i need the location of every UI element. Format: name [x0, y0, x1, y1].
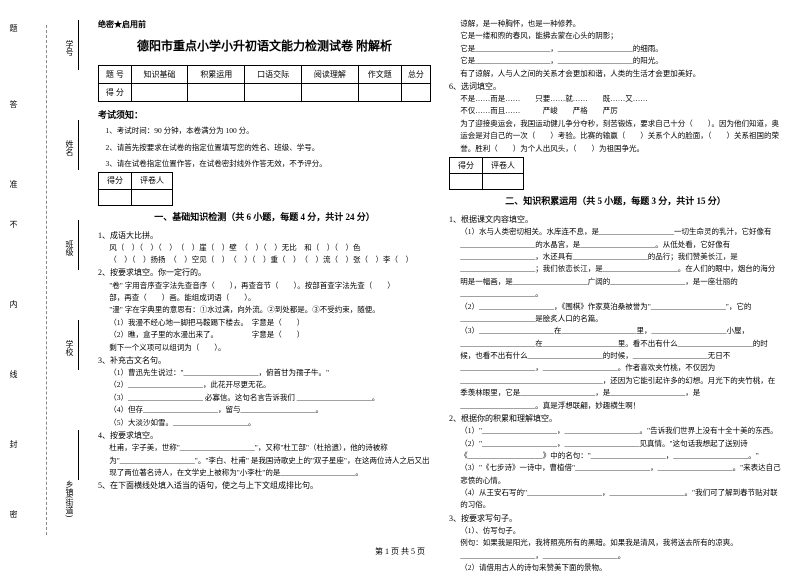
- score-header: 口语交际: [245, 65, 302, 83]
- margin-char: 封: [8, 440, 19, 448]
- q2-line: "漫" 字在字典里的意思有：①水过满，向外流。②到处都是。③不受约束，随便。: [98, 304, 431, 316]
- q6-line: 为了迎接奥运会，我国运动健儿争分夺秒，刻苦锻炼，要求自己十分（ ）。因为他们知道…: [449, 118, 782, 155]
- binding-margin: 题 答 准 不 内 线 封 密 学号 姓名 班级 学校 乡镇(街道): [8, 10, 88, 550]
- field-town: 乡镇(街道): [64, 480, 75, 517]
- mark-cell: [132, 189, 173, 205]
- score-header: 阅读理解: [301, 65, 358, 83]
- q2-line: 部，再查（ ）画。能组成词语（ ）。: [98, 292, 431, 304]
- score-row-label: 得 分: [99, 84, 132, 102]
- section-2-title: 二、知识积累运用（共 5 小题，每题 3 分，共计 15 分）: [449, 194, 782, 209]
- score-cell: [358, 84, 401, 102]
- notice-item: 1、考试时间：90 分钟，本卷满分为 100 分。: [98, 125, 431, 137]
- field-line: [78, 120, 79, 170]
- margin-char: 不: [8, 220, 19, 228]
- score-cell: [401, 84, 430, 102]
- margin-char: 内: [8, 300, 19, 308]
- s3-line: （2）请借用古人的诗句来赞美下面的景物。: [449, 562, 782, 574]
- score-header: 知识基础: [131, 65, 188, 83]
- q2-line: 剩下一个义项可以组词为（ ）。: [98, 342, 431, 354]
- s1-line: （2）____________________，《围棋》作家莫泊桑被誉为"___…: [449, 301, 782, 326]
- score-header: 积累运用: [188, 65, 245, 83]
- notice-item: 3、请在试卷指定位置作答，在试卷密封线外作答无效，不予评分。: [98, 158, 431, 170]
- field-line: [78, 320, 79, 370]
- s-question-1: 1、根据课文内容填空。: [449, 213, 782, 226]
- left-column: 绝密★启用前 德阳市重点小学小升初语文能力检测试卷 附解析 题 号 知识基础 积…: [98, 18, 431, 535]
- notice-heading: 考试须知：: [98, 108, 431, 123]
- question-3: 3、补充古文名句。: [98, 354, 431, 367]
- field-class: 班级: [64, 240, 75, 256]
- r-line: 有了谅解，人与人之间的关系才会更加和谐，人类的生活才会更加美好。: [449, 68, 782, 80]
- q3-line: （1）曹迅先生说过："____________________，俯首甘为孺子牛。…: [98, 367, 431, 379]
- r-line: 谅解，是一种胸怀，也是一种修养。: [449, 18, 782, 30]
- q1-line: （ ）（ ）扬扬 （ ）空见（ ） （ ）（ ）重（ ） （ ）流（ ）张（ ）…: [98, 254, 431, 266]
- r-line: 它是____________________，_________________…: [449, 43, 782, 55]
- score-header: 总分: [401, 65, 430, 83]
- s1-line: （1）水与人类密切相关。水库连不息，是____________________一…: [449, 226, 782, 300]
- mark-table: 得分评卷人: [98, 172, 173, 205]
- question-4: 4、按要求填空。: [98, 429, 431, 442]
- s1-line: （3）____________________在________________…: [449, 325, 782, 412]
- mark-table-2: 得分评卷人: [449, 157, 524, 190]
- secret-label: 绝密★启用前: [98, 18, 431, 31]
- q3-line: （3）____________________ 必寡信。这句名言告诉我们 ___…: [98, 392, 431, 404]
- margin-char: 答: [8, 100, 19, 108]
- field-line: [78, 220, 79, 270]
- q6-line: 不仅……而且…… 严峻 严格 严厉: [449, 105, 782, 117]
- r-line: 它是一缕和煦的春风，能拂去蒙在心头的阴影；: [449, 30, 782, 42]
- q6-line: 不是……而是…… 只要……就…… 既……又……: [449, 93, 782, 105]
- mark-cell: [483, 174, 524, 190]
- question-2: 2、按要求填空。你一定行的。: [98, 266, 431, 279]
- mark-head: 得分: [99, 173, 132, 189]
- r-line: 它是____________________，_________________…: [449, 55, 782, 67]
- score-cell: [188, 84, 245, 102]
- field-line: [78, 430, 79, 480]
- q2-line: （2）瞧，盒子里的水漫出来了。 字意是（ ）: [98, 329, 431, 341]
- score-cell: [131, 84, 188, 102]
- s-question-3: 3、按要求写句子。: [449, 512, 782, 525]
- s3-line: （1）、仿写句子。: [449, 525, 782, 537]
- field-student-id: 学号: [64, 40, 75, 56]
- page-footer: 第 1 页 共 5 页: [0, 546, 800, 557]
- q3-line: （5）大淡沙如雪。____________________。: [98, 417, 431, 429]
- score-header: 题 号: [99, 65, 132, 83]
- score-header: 作文题: [358, 65, 401, 83]
- mark-head: 评卷人: [132, 173, 173, 189]
- q3-line: （4）但存____________________，留与____________…: [98, 404, 431, 416]
- mark-cell: [450, 174, 483, 190]
- section-1-title: 一、基础知识检测（共 6 小题，每题 4 分，共计 24 分）: [98, 210, 431, 225]
- q1-line: 风（ ）（ ）（ ） （ ）崖（ ）壁 （ ）（ ）无比 和（ ）（ ）色: [98, 242, 431, 254]
- q2-line: （1）我漫不经心地一脚把马鞍踢下楼去。 字意是（ ）: [98, 317, 431, 329]
- score-table: 题 号 知识基础 积累运用 口语交际 阅读理解 作文题 总分 得 分: [98, 65, 431, 102]
- q3-line: （2）____________________，此花开尽更无花。: [98, 379, 431, 391]
- margin-char: 题: [8, 24, 19, 32]
- mark-cell: [99, 189, 132, 205]
- question-5: 5、在下面横线处填入适当的语句，使之与上下文组成排比句。: [98, 479, 431, 492]
- mark-head: 得分: [450, 157, 483, 173]
- s2-line: （2）"____________________，_______________…: [449, 438, 782, 463]
- exam-title: 德阳市重点小学小升初语文能力检测试卷 附解析: [98, 37, 431, 57]
- margin-char: 线: [8, 370, 19, 378]
- s2-line: （3）"《七步诗》一诗中，曹植借"____________________，__…: [449, 462, 782, 487]
- question-6: 6、选词填空。: [449, 80, 782, 93]
- s-question-2: 2、根据你的积累和理解填空。: [449, 412, 782, 425]
- q2-line: "卷" 字用音序查字法先查音序（ ），再查音节（ ）。按部首查字法先查（ ）: [98, 280, 431, 292]
- field-school: 学校: [64, 340, 75, 356]
- score-cell: [245, 84, 302, 102]
- question-1: 1、成语大比拼。: [98, 229, 431, 242]
- q4-line: 杜甫，字子美，世称"____________________"，又称"杜工部"（…: [98, 442, 431, 479]
- margin-char: 准: [8, 180, 19, 188]
- right-column: 谅解，是一种胸怀，也是一种修养。 它是一缕和煦的春风，能拂去蒙在心头的阴影； 它…: [449, 18, 782, 535]
- notice-item: 2、请首先按要求在试卷的指定位置填写您的姓名、班级、学号。: [98, 142, 431, 154]
- mark-head: 评卷人: [483, 157, 524, 173]
- s2-line: （1）"____________________，_______________…: [449, 425, 782, 437]
- margin-char: 密: [8, 510, 19, 518]
- field-line: [78, 20, 79, 70]
- field-name: 姓名: [64, 140, 75, 156]
- score-cell: [301, 84, 358, 102]
- s2-line: （4）从王安石写的"____________________，_________…: [449, 487, 782, 512]
- seal-dash-line: [46, 25, 47, 535]
